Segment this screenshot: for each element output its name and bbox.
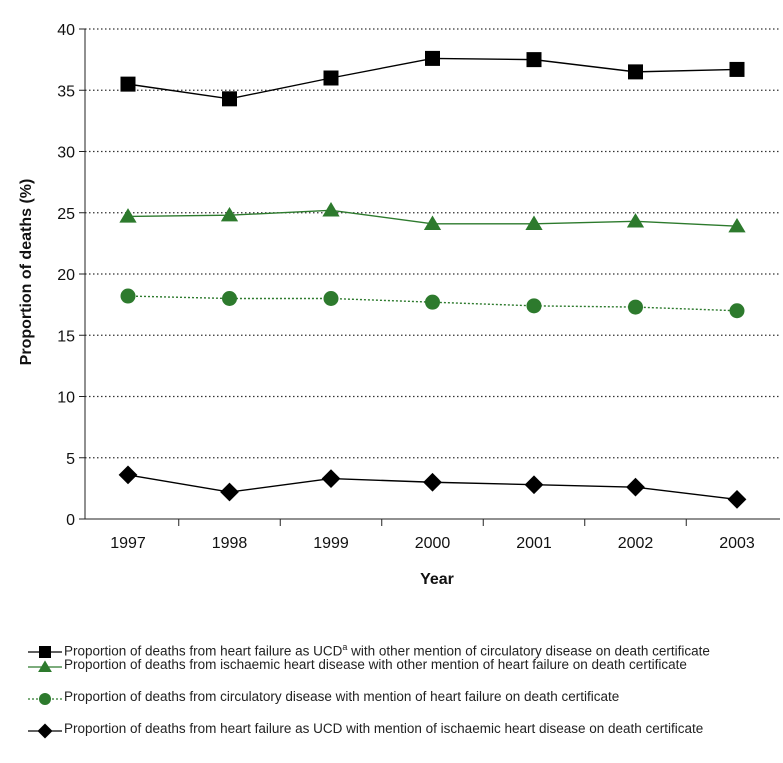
x-axis-title: Year (420, 571, 454, 588)
y-tick-label: 10 (57, 390, 75, 407)
diamond-marker (626, 477, 645, 497)
x-tick-label: 1998 (212, 535, 248, 552)
y-tick-label: 20 (57, 267, 75, 284)
series-4 (118, 465, 747, 509)
data-series (118, 50, 747, 509)
circle-marker (729, 303, 745, 319)
y-tick-label: 25 (57, 206, 75, 223)
circle-marker (39, 693, 51, 705)
triangle-marker (119, 208, 137, 223)
square-marker (729, 61, 745, 77)
circle-marker (526, 298, 542, 314)
y-tick-label: 5 (66, 451, 75, 468)
legend-item: Proportion of deaths from circulatory di… (26, 689, 783, 731)
circle-marker (120, 288, 136, 304)
legend-swatch (28, 660, 62, 672)
triangle-marker (525, 215, 543, 230)
series-3 (120, 288, 745, 319)
x-tick-label: 2001 (516, 535, 552, 552)
triangle-marker (626, 213, 645, 228)
triangle-marker (38, 660, 52, 672)
legend-label: Proportion of deaths from circulatory di… (64, 689, 620, 704)
y-tick-label: 15 (57, 328, 75, 345)
square-marker (323, 70, 339, 86)
triangle-marker (423, 215, 442, 230)
line-chart: 0 5 10 15 20 25 30 35 40 1997 1998 1999 2000 2001 200… (18, 22, 780, 588)
y-tick-label: 35 (57, 83, 75, 100)
x-tick-label: 2000 (415, 535, 451, 552)
y-tick-label: 0 (66, 512, 75, 529)
legend-label: Proportion of deaths from heart failure … (64, 721, 704, 736)
x-tick-label: 1997 (110, 535, 146, 552)
square-marker (39, 646, 51, 658)
y-axis-title: Proportion of deaths (%) (18, 179, 35, 366)
diamond-marker (524, 475, 544, 495)
triangle-marker (220, 206, 239, 222)
diamond-marker (118, 465, 138, 485)
square-marker (425, 50, 440, 66)
legend-swatch (28, 723, 62, 739)
triangle-marker (322, 202, 340, 217)
x-tick-labels: 1997 1998 1999 2000 2001 2002 2003 (110, 535, 755, 552)
triangle-marker (728, 217, 746, 233)
series-2 (119, 202, 746, 233)
x-tick-label: 2002 (618, 535, 654, 552)
y-tick-labels: 0 5 10 15 20 25 30 35 40 (57, 22, 75, 529)
axes (79, 28, 780, 526)
circle-marker (628, 299, 643, 315)
legend-item: Proportion of deaths from ischaemic hear… (26, 657, 783, 699)
legend: Proportion of deaths from heart failure … (26, 642, 783, 763)
diamond-marker (321, 469, 341, 488)
square-marker (222, 91, 237, 107)
square-marker (628, 64, 643, 80)
legend-item: Proportion of deaths from heart failure … (26, 642, 783, 667)
y-tick-label: 40 (57, 22, 75, 39)
legend-label: Proportion of deaths from heart failure … (64, 642, 710, 659)
legend-item: Proportion of deaths from heart failure … (26, 721, 783, 763)
square-marker (526, 52, 542, 68)
square-marker (120, 76, 136, 92)
legend-swatch (28, 693, 62, 705)
x-tick-label: 2003 (719, 535, 755, 552)
diamond-marker (220, 482, 239, 502)
circle-marker (222, 291, 237, 306)
legend-swatch (28, 646, 62, 658)
diamond-marker (423, 472, 442, 492)
y-tick-label: 30 (57, 145, 75, 162)
diamond-marker (727, 490, 747, 509)
circle-marker (425, 294, 440, 310)
series-1 (120, 50, 745, 107)
circle-marker (323, 291, 339, 306)
x-tick-label: 1999 (313, 535, 349, 552)
diamond-marker (37, 723, 53, 739)
legend-label: Proportion of deaths from ischaemic hear… (64, 657, 687, 672)
